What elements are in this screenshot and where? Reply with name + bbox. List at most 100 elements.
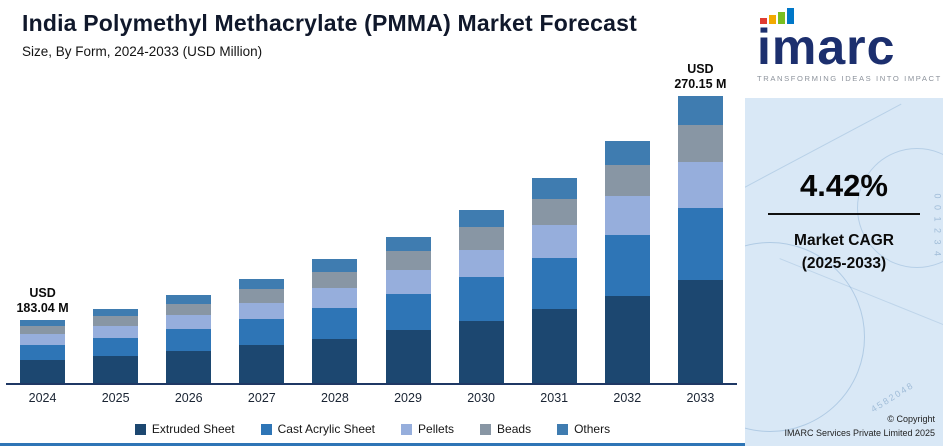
x-axis-label: 2025 [101, 391, 130, 405]
x-axis-label: 2030 [467, 391, 496, 405]
bar-segment-beads [166, 303, 212, 316]
bar-column [591, 140, 664, 383]
legend-item: Beads [480, 422, 531, 436]
legend-label: Extruded Sheet [151, 422, 235, 436]
stacked-bar [385, 236, 431, 383]
chart-title: India Polymethyl Methacrylate (PMMA) Mar… [22, 10, 637, 36]
bar-column [152, 294, 225, 383]
bar-segment-others [166, 294, 212, 304]
chart-subtitle: Size, By Form, 2024-2033 (USD Million) [22, 44, 263, 59]
bar-segment-beads [312, 271, 358, 288]
legend-label: Cast Acrylic Sheet [277, 422, 376, 436]
legend-label: Beads [497, 422, 532, 436]
bar-value-label: USD 270.15 M [674, 62, 727, 92]
bar-segment-others [93, 308, 139, 317]
bar-segment-others [677, 96, 723, 125]
bar-segment-others [239, 278, 285, 290]
x-axis-label: 2031 [540, 391, 569, 405]
legend-item: Others [557, 422, 610, 436]
chart-main-area: India Polymethyl Methacrylate (PMMA) Mar… [0, 10, 745, 446]
copyright-line2: IMARC Services Private Limited 2025 [784, 427, 935, 438]
bar-segment-pellets [239, 302, 285, 320]
bar-segment-pellets [385, 270, 431, 294]
stacked-bar [604, 140, 650, 383]
years-row: 2024 2025 2026 2027 2028 2029 2030 2031 2032 2033 [6, 391, 737, 405]
bar-segment-pellets [93, 325, 139, 338]
bar-segment-others [531, 178, 577, 199]
stacked-bar [166, 294, 212, 383]
imarc-logo-icon [760, 8, 933, 24]
bar-segment-extruded-sheet [239, 345, 285, 383]
bar-segment-cast-acrylic-sheet [604, 235, 650, 296]
stacked-bar [531, 178, 577, 383]
bar-segment-pellets [312, 287, 358, 308]
x-axis-label: 2032 [613, 391, 642, 405]
bar-segment-beads [239, 289, 285, 303]
bar-column [298, 259, 371, 383]
bar-segment-extruded-sheet [166, 351, 212, 383]
bar-segment-cast-acrylic-sheet [385, 293, 431, 331]
bar-segment-cast-acrylic-sheet [312, 307, 358, 339]
x-axis-label: 2033 [686, 391, 715, 405]
stacked-bar [20, 319, 66, 383]
imarc-logo-text: imarc [757, 19, 896, 75]
x-axis-label: 2029 [394, 391, 422, 405]
bar-value-label: USD 183.04 M [16, 285, 69, 315]
bar-segment-pellets [458, 249, 504, 278]
legend-swatch [480, 423, 492, 435]
bar-column [518, 178, 591, 383]
bar-segment-extruded-sheet [385, 330, 431, 383]
bar-column: USD 183.04 M [6, 286, 79, 383]
cagr-block: 4.42% Market CAGR (2025-2033) [745, 168, 943, 276]
bar-segment-beads [20, 326, 66, 335]
bar-column [445, 209, 518, 383]
x-axis-label: 2026 [174, 391, 203, 405]
stacked-bar [93, 308, 139, 383]
cagr-label: Market CAGR [794, 232, 894, 249]
bar-column: USD 270.15 M [664, 62, 737, 383]
copyright-line1: © Copyright [887, 414, 935, 424]
bar-segment-cast-acrylic-sheet [458, 277, 504, 321]
legend: Extruded Sheet Cast Acrylic Sheet Pellets B… [0, 422, 745, 436]
cagr-value: 4.42% [800, 168, 888, 203]
bar-segment-beads [458, 227, 504, 250]
cagr-divider [768, 213, 920, 215]
bar-segment-pellets [531, 225, 577, 259]
x-axis-label: 2028 [321, 391, 349, 405]
bar-segment-extruded-sheet [604, 295, 650, 383]
bar-segment-extruded-sheet [20, 360, 66, 383]
stacked-bar [677, 96, 723, 383]
bar-segment-pellets [20, 334, 66, 345]
legend-swatch [557, 423, 569, 435]
legend-label: Pellets [418, 422, 455, 436]
bar-segment-extruded-sheet [312, 338, 358, 383]
logo-mark-bar [778, 12, 785, 24]
bar-segment-beads [677, 124, 723, 163]
bar-segment-cast-acrylic-sheet [531, 258, 577, 310]
bar-segment-extruded-sheet [458, 320, 504, 383]
bar-segment-others [458, 209, 504, 228]
bar-segment-beads [385, 251, 431, 271]
legend-swatch [401, 423, 413, 435]
brand-panel: 0 0 1 2 3 4 4582048 imarc TRANSFORMING I… [745, 0, 943, 446]
stacked-bar [458, 209, 504, 383]
bar-segment-cast-acrylic-sheet [166, 329, 212, 352]
bar-segment-extruded-sheet [531, 309, 577, 383]
bar-segment-beads [531, 198, 577, 226]
bar-column [225, 278, 298, 383]
legend-item: Extruded Sheet [134, 422, 235, 436]
bar-segment-extruded-sheet [677, 279, 723, 383]
bar-segment-cast-acrylic-sheet [93, 337, 139, 357]
logo-mark-bar [769, 15, 776, 24]
stacked-bar [239, 278, 285, 383]
copyright: © Copyright IMARC Services Private Limit… [784, 413, 935, 440]
logo-mark-bar [787, 8, 794, 24]
legend-item: Cast Acrylic Sheet [260, 422, 376, 436]
bar-segment-others [20, 319, 66, 327]
bar-segment-beads [93, 316, 139, 326]
bar-segment-extruded-sheet [93, 356, 139, 383]
bar-segment-others [312, 259, 358, 272]
bar-segment-beads [604, 164, 650, 197]
bar-segment-others [604, 140, 650, 165]
